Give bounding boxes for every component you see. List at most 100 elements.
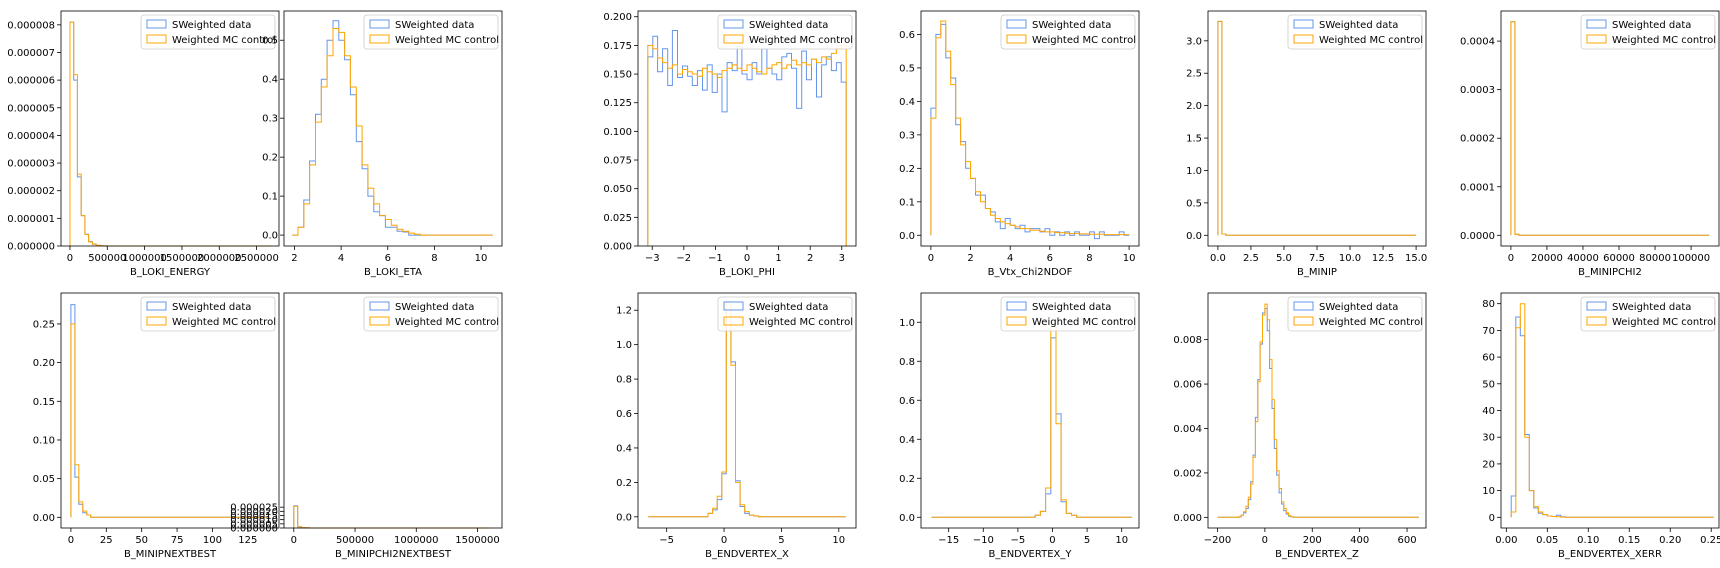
legend: SWeighted data Weighted MC control [1287, 14, 1423, 50]
legend-swatch-sweighted [369, 301, 390, 311]
x-tick-label: 0.0 [1210, 253, 1226, 264]
legend-label-sweighted: SWeighted data [1032, 20, 1111, 31]
x-tick-label: 80000 [1639, 253, 1671, 264]
y-tick-label: 0.000010 [230, 515, 278, 526]
sweighted-data-histogram [931, 337, 1133, 518]
x-axis-label: B_MINIPCHI2 [1578, 267, 1642, 278]
y-tick-label: 20 [1482, 459, 1495, 470]
y-tick-label: 0.000025 [230, 503, 278, 514]
x-axis-label: B_ENDVERTEX_XERR [1558, 549, 1662, 560]
legend: SWeighted data Weighted MC control [1000, 296, 1136, 332]
y-tick-label: 0.5 [1186, 198, 1202, 209]
y-tick-label: 0.200 [603, 12, 632, 23]
y-tick-label: 0.0 [1186, 231, 1202, 242]
x-axis-label: B_Vtx_Chi2NDOF [988, 267, 1073, 278]
x-tick-label: −5 [1011, 535, 1026, 546]
axes-frame [283, 10, 503, 247]
x-tick-label: 400 [1350, 535, 1369, 546]
histogram-panel: −5 0 5 10 0.0 0.2 0.4 0.6 0.8 1.0 1.2 B_ENDVERTEX_X… [616, 292, 857, 560]
x-tick-label: 0 [68, 535, 74, 546]
legend-swatch-sweighted [723, 301, 744, 311]
weighted-mc-histogram [931, 325, 1133, 518]
y-tick-label: 0.000002 [7, 186, 55, 197]
x-tick-label: 2500000 [234, 253, 279, 264]
y-tick-label: 0.25 [33, 319, 55, 330]
x-tick-label: 0.20 [1659, 535, 1681, 546]
y-tick-label: 0.2 [616, 478, 632, 489]
legend-swatch-weighted-mc [369, 316, 390, 326]
x-tick-label: −10 [973, 535, 994, 546]
y-tick-label: 0.6 [899, 396, 915, 407]
y-tick-label: 0.000000 [7, 242, 55, 253]
legend-swatch-weighted-mc [146, 316, 167, 326]
x-tick-label: 8 [1086, 253, 1092, 264]
legend-swatch-weighted-mc [723, 316, 744, 326]
x-tick-label: −1 [708, 253, 723, 264]
x-tick-label: 20000 [1531, 253, 1563, 264]
sweighted-data-histogram [1510, 316, 1714, 518]
axes-frame [60, 292, 280, 529]
legend: SWeighted data Weighted MC control [1000, 14, 1136, 50]
x-tick-label: 6 [385, 253, 391, 264]
weighted-mc-histogram [930, 20, 1130, 236]
y-tick-label: 0.0 [899, 513, 915, 524]
weighted-mc-histogram [1217, 303, 1419, 518]
legend-box [1287, 296, 1423, 332]
y-tick-label: 0.4 [899, 435, 915, 446]
legend-swatch-weighted-mc [1293, 316, 1314, 326]
x-tick-label: −5 [659, 535, 674, 546]
y-tick-label: 3.0 [1186, 36, 1202, 47]
y-tick-label: 0.000005 [230, 519, 278, 530]
weighted-mc-histogram [647, 44, 847, 246]
y-tick-label: 0.20 [33, 358, 55, 369]
y-tick-label: 0.025 [603, 213, 632, 224]
weighted-mc-histogram [293, 505, 490, 529]
y-tick-label: 0.6 [616, 409, 632, 420]
legend-swatch-weighted-mc [1006, 34, 1027, 44]
x-axis-label: B_LOKI_ETA [364, 267, 422, 278]
legend-box [1287, 14, 1423, 50]
histogram-panel: −3 −2 −1 0 1 2 3 0.000 0.025 0.050 0.075 0.100 0.125… [603, 10, 857, 278]
x-tick-label: 5 [778, 535, 784, 546]
y-tick-label: 0.2 [262, 153, 278, 164]
x-tick-label: 60000 [1603, 253, 1635, 264]
legend-swatch-sweighted [1006, 301, 1027, 311]
legend-box [1580, 14, 1716, 50]
y-tick-label: 0.4 [899, 97, 915, 108]
legend: SWeighted data Weighted MC control [363, 296, 499, 332]
legend-label-weighted-mc: Weighted MC control [1612, 35, 1716, 46]
y-tick-label: 0.125 [603, 98, 632, 109]
y-tick-label: 0.175 [603, 41, 632, 52]
x-tick-label: 0 [291, 535, 297, 546]
x-tick-label: 0 [67, 253, 73, 264]
legend-swatch-weighted-mc [1006, 316, 1027, 326]
x-axis-label: B_MINIPNEXTBEST [124, 549, 217, 560]
x-tick-label: 3 [839, 253, 845, 264]
y-tick-label: 0.000007 [7, 48, 55, 59]
legend-label-sweighted: SWeighted data [1319, 20, 1398, 31]
legend: SWeighted data Weighted MC control [363, 14, 499, 50]
y-tick-label: 0.000020 [230, 507, 278, 518]
legend-label-weighted-mc: Weighted MC control [1032, 317, 1136, 328]
x-tick-label: 100000 [1672, 253, 1710, 264]
y-tick-label: 80 [1482, 299, 1495, 310]
y-tick-label: 0.008 [1173, 335, 1202, 346]
y-tick-label: 2.0 [1186, 101, 1202, 112]
y-tick-label: 1.0 [1186, 166, 1202, 177]
x-tick-label: 1000000 [394, 535, 439, 546]
weighted-mc-histogram [1217, 20, 1417, 236]
legend-label-weighted-mc: Weighted MC control [1032, 35, 1136, 46]
legend-label-weighted-mc: Weighted MC control [749, 35, 853, 46]
x-tick-label: 4 [1007, 253, 1013, 264]
y-tick-label: 0.0 [899, 231, 915, 242]
axes-frame [1207, 292, 1427, 529]
x-tick-label: 200 [1303, 535, 1322, 546]
legend-box [140, 296, 276, 332]
x-tick-label: 0 [1262, 535, 1268, 546]
legend-box [1000, 296, 1136, 332]
y-tick-label: 1.2 [616, 306, 632, 317]
x-tick-label: 0.10 [1577, 535, 1599, 546]
y-tick-label: 2.5 [1186, 69, 1202, 80]
sweighted-data-histogram [1217, 20, 1417, 236]
x-tick-label: 1 [775, 253, 781, 264]
